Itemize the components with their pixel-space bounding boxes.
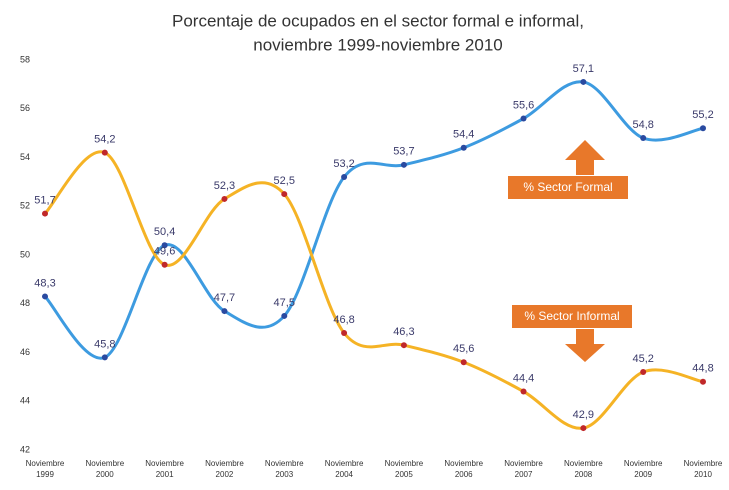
data-point [700,125,706,132]
data-label: 54,2 [94,134,115,146]
data-point [281,312,288,319]
data-point [460,144,467,151]
arrow-down [565,329,605,362]
data-point [161,242,168,249]
data-point [580,78,587,85]
data-label: 46,8 [333,314,354,326]
x-tick-label: Noviembre [85,459,124,468]
chart-title: Porcentaje de ocupados en el sector form… [172,11,584,30]
data-label: 42,9 [573,409,594,421]
x-tick-label: Noviembre [684,459,723,468]
x-tick-label: Noviembre [265,459,304,468]
arrow-up [565,140,605,175]
x-tick-label: 2001 [156,470,174,479]
y-tick-label: 58 [20,54,30,64]
data-label: 55,6 [513,99,534,111]
data-label: 53,7 [393,146,414,158]
x-tick-label: 1999 [36,470,54,479]
data-point [460,359,467,366]
data-point [400,161,407,168]
data-label: 52,5 [274,175,295,187]
data-label: 53,2 [333,158,354,170]
data-label: 48,3 [34,277,55,289]
data-point [42,293,48,300]
x-tick-label: 2000 [96,470,114,479]
data-label: 55,2 [692,109,713,121]
x-tick-label: Noviembre [26,459,65,468]
data-point [42,210,48,217]
chart-title: noviembre 1999-noviembre 2010 [253,35,503,54]
x-tick-label: 2004 [335,470,353,479]
data-point [640,369,647,375]
data-point [520,388,527,395]
data-point [101,149,108,156]
y-tick-label: 56 [20,103,30,113]
data-label: 46,3 [393,326,414,338]
data-point [161,261,168,268]
y-tick-label: 48 [20,298,30,308]
legend-label: % Sector Informal [524,309,619,323]
x-tick-label: Noviembre [205,459,244,468]
x-tick-label: Noviembre [145,459,184,468]
x-tick-label: 2002 [216,470,234,479]
data-point [520,115,527,122]
data-point [281,191,288,198]
data-point [640,135,647,141]
data-label: 57,1 [573,63,594,75]
legend-box [512,305,632,328]
legend-label: % Sector Formal [523,180,612,194]
data-label: 44,4 [513,372,534,384]
x-tick-label: 2005 [395,470,413,479]
data-label: 51,7 [34,194,55,206]
y-tick-label: 52 [20,201,30,211]
x-tick-label: 2010 [694,470,712,479]
x-tick-label: 2003 [275,470,293,479]
y-tick-label: 50 [20,249,30,259]
data-point [341,330,348,336]
data-point [101,354,108,361]
y-tick-label: 54 [20,152,30,162]
data-label: 45,2 [632,353,653,365]
data-label: 54,8 [632,119,653,131]
x-tick-label: 2007 [515,470,533,479]
y-tick-label: 42 [20,444,30,454]
data-label: 50,4 [154,226,175,238]
data-point [700,378,706,385]
legend-box [508,176,628,199]
data-point [221,195,228,202]
data-label: 45,6 [453,343,474,355]
data-label: 47,5 [274,297,295,309]
data-label: 47,7 [214,292,235,304]
y-tick-label: 44 [20,396,30,406]
data-point [580,425,587,432]
data-label: 52,3 [214,180,235,192]
data-point [400,342,407,349]
data-label: 49,6 [154,246,175,258]
x-tick-label: 2009 [634,470,652,479]
x-tick-label: Noviembre [564,459,603,468]
data-point [221,308,228,315]
x-tick-label: Noviembre [624,459,663,468]
data-label: 54,4 [453,129,474,141]
x-tick-label: 2008 [574,470,592,479]
x-tick-label: Noviembre [385,459,424,468]
x-tick-label: Noviembre [444,459,483,468]
data-label: 45,8 [94,338,115,350]
data-label: 44,8 [692,363,713,375]
x-tick-label: Noviembre [504,459,543,468]
data-point [341,174,348,180]
y-tick-label: 46 [20,347,30,357]
x-tick-label: Noviembre [325,459,364,468]
x-tick-label: 2006 [455,470,473,479]
